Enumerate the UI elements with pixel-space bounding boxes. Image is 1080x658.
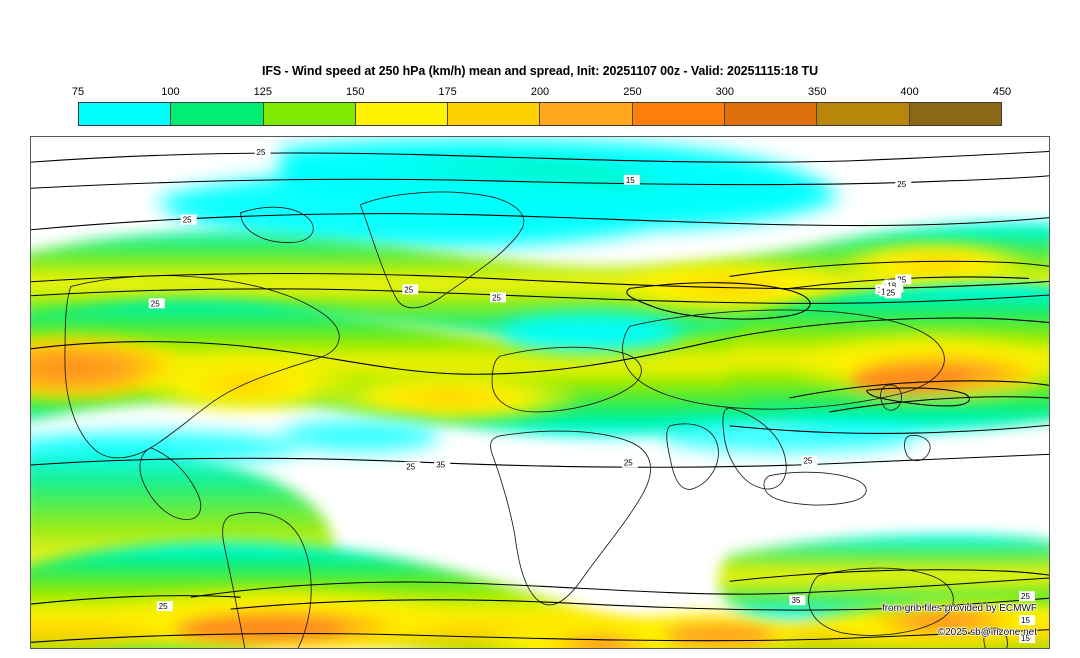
svg-text:15: 15: [1021, 616, 1030, 625]
svg-text:25: 25: [897, 180, 906, 189]
colorbar-tick-200: 200: [530, 86, 550, 98]
svg-text:25: 25: [624, 459, 633, 468]
coastlines: [64, 191, 1008, 648]
colorbar-band-6: [632, 103, 726, 125]
svg-text:25: 25: [886, 288, 895, 297]
colorbar-bands: [78, 102, 1002, 126]
colorbar-tick-350: 350: [808, 86, 827, 98]
svg-text:25: 25: [1021, 592, 1030, 601]
colorbar-band-5: [540, 103, 633, 125]
map-svg: 25 15 25 25 25: [31, 137, 1049, 648]
colorbar-band-0: [79, 103, 172, 125]
svg-text:15: 15: [1021, 634, 1030, 643]
colorbar-band-9: [909, 103, 1001, 125]
colorbar: 75 100 125 150 175 200 250 300 350 400 450: [72, 86, 1011, 130]
credit-copyright: ©2025 sb@irizone.net: [937, 627, 1037, 638]
map-canvas[interactable]: 25 15 25 25 25: [30, 136, 1050, 649]
svg-text:25: 25: [897, 275, 906, 284]
colorbar-tick-175: 175: [438, 86, 457, 98]
contour-labels: 25 15 25 25 25: [148, 146, 1036, 643]
svg-text:25: 25: [183, 216, 192, 225]
svg-text:25: 25: [257, 148, 266, 157]
colorbar-band-2: [263, 103, 356, 125]
colorbar-tick-125: 125: [253, 86, 272, 98]
colorbar-band-1: [171, 103, 264, 125]
colorbar-tick-400: 400: [900, 86, 919, 98]
svg-text:15: 15: [626, 176, 635, 185]
colorbar-tick-250: 250: [623, 86, 642, 98]
page-title: IFS - Wind speed at 250 hPa (km/h) mean …: [262, 64, 818, 78]
svg-text:25: 25: [803, 457, 812, 466]
colorbar-band-7: [725, 103, 818, 125]
svg-text:35: 35: [436, 461, 445, 470]
svg-text:25: 25: [151, 299, 160, 308]
colorbar-tick-75: 75: [71, 86, 85, 98]
svg-text:25: 25: [406, 463, 415, 472]
svg-text:25: 25: [404, 285, 413, 294]
colorbar-tick-100: 100: [161, 86, 180, 98]
colorbar-tick-150: 150: [346, 86, 365, 98]
colorbar-tick-450: 450: [992, 86, 1012, 98]
colorbar-tick-labels: 75 100 125 150 175 200 250 300 350 400 450: [72, 86, 1011, 102]
credit-source: from grib files provided by ECMWF: [881, 603, 1037, 614]
colorbar-band-3: [355, 103, 449, 125]
svg-text:35: 35: [792, 596, 801, 605]
windspeed-shading: [31, 139, 1049, 648]
svg-text:18: 18: [887, 281, 896, 290]
spread-contours: [31, 150, 1049, 643]
svg-text:25: 25: [492, 293, 501, 302]
svg-text:25: 25: [159, 602, 168, 611]
colorbar-band-4: [448, 103, 541, 125]
colorbar-tick-300: 300: [715, 86, 734, 98]
colorbar-band-8: [817, 103, 910, 125]
